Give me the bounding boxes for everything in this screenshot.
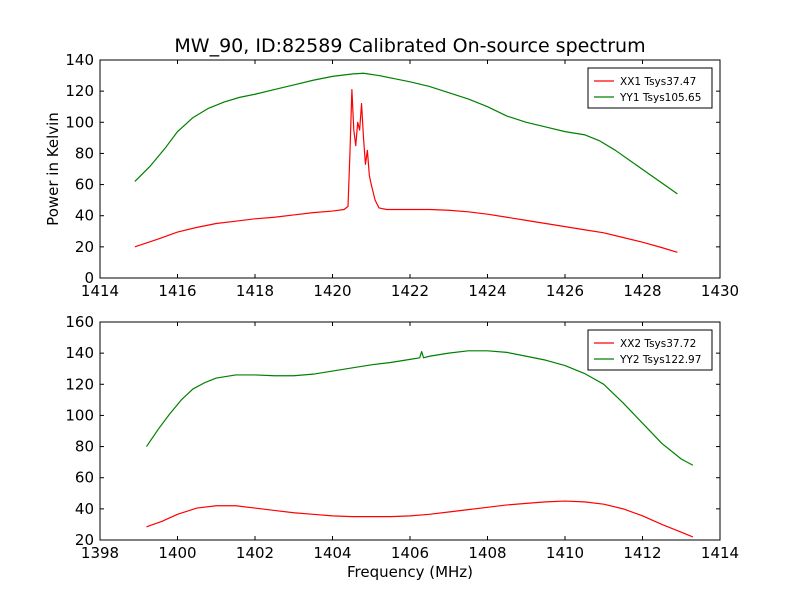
series-line-1-1 — [134, 88, 678, 253]
legend-entry: XX1 Tsys37.47 — [620, 76, 696, 88]
x-tick-label: 1406 — [391, 544, 429, 562]
x-tick-label: 1416 — [158, 282, 196, 300]
x-tick-label: 1418 — [236, 282, 274, 300]
x-tick-label: 1430 — [701, 282, 739, 300]
x-tick-label: 1422 — [391, 282, 429, 300]
y-tick-label: 20 — [75, 238, 94, 256]
legend-box — [587, 67, 713, 109]
y-tick-label: 140 — [65, 344, 94, 362]
x-tick-label: 1414 — [81, 282, 119, 300]
y-tick-label: 120 — [65, 375, 94, 393]
legend-box — [587, 329, 713, 371]
y-tick-label: 140 — [65, 51, 94, 69]
legend: XX2 Tsys37.72 YY2 Tsys122.97 — [587, 329, 713, 371]
x-axis-label: Frequency (MHz) — [347, 563, 473, 581]
series-line-2-2 — [146, 350, 694, 466]
chart-title: MW_90, ID:82589 Calibrated On-source spe… — [174, 35, 645, 57]
y-axis-label: Power in Kelvin — [44, 112, 62, 226]
x-tick-label: 1412 — [623, 544, 661, 562]
x-tick-label: 1410 — [546, 544, 584, 562]
legend: XX1 Tsys37.47 YY1 Tsys105.65 — [587, 67, 713, 109]
y-tick-label: 120 — [65, 82, 94, 100]
x-tick-label: 1426 — [546, 282, 584, 300]
y-tick-label: 40 — [75, 207, 94, 225]
y-tick-label: 60 — [75, 176, 94, 194]
x-tick-label: 1420 — [313, 282, 351, 300]
y-tick-label: 60 — [75, 469, 94, 487]
x-tick-label: 1424 — [468, 282, 506, 300]
y-tick-label: 100 — [65, 113, 94, 131]
legend-entry: YY1 Tsys105.65 — [619, 92, 701, 104]
series-line-2-1 — [146, 500, 694, 538]
legend-entry: XX2 Tsys37.72 — [620, 338, 696, 350]
y-tick-label: 100 — [65, 406, 94, 424]
y-tick-label: 80 — [75, 438, 94, 456]
y-tick-label: 20 — [75, 531, 94, 549]
y-tick-label: 40 — [75, 500, 94, 518]
x-tick-label: 1402 — [236, 544, 274, 562]
y-tick-label: 80 — [75, 144, 94, 162]
x-tick-label: 1428 — [623, 282, 661, 300]
x-tick-label: 1408 — [468, 544, 506, 562]
chart-panel-1: 1414 1416 1418 1420 1422 1424 1426 1428 1430 0 20 4… — [44, 35, 739, 300]
x-tick-label: 1398 — [81, 544, 119, 562]
x-tick-label: 1400 — [158, 544, 196, 562]
legend-entry: YY2 Tsys122.97 — [619, 354, 701, 366]
y-tick-label: 0 — [84, 269, 94, 287]
y-tick-label: 160 — [65, 313, 94, 331]
x-tick-label: 1414 — [701, 544, 739, 562]
x-tick-label: 1404 — [313, 544, 351, 562]
series-line-1-2 — [134, 72, 678, 195]
chart-panel-2: 1398 1400 1402 1404 1406 1408 1410 1412 1414 20 40… — [65, 313, 739, 581]
